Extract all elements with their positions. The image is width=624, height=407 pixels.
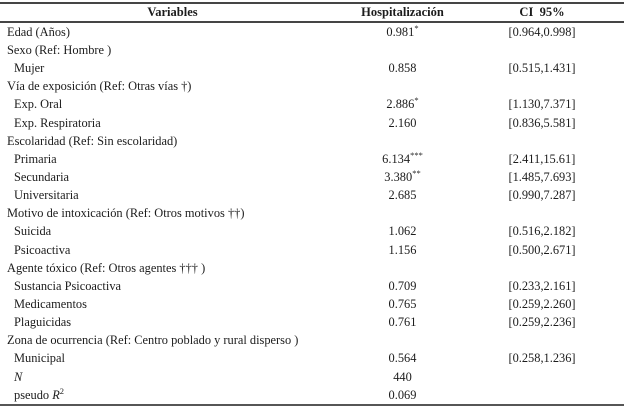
- ci-cell: [460, 385, 624, 406]
- value-cell: [345, 259, 460, 277]
- table-row: Secundaria 3.380** [1.485,7.693]: [0, 168, 624, 186]
- ci-cell: [460, 259, 624, 277]
- ci-cell: [0.259,2.260]: [508, 296, 576, 311]
- value-cell: 2.160: [388, 115, 417, 130]
- value-cell: 2.685: [388, 188, 417, 203]
- table-row: pseudo R2 0.069: [0, 385, 624, 406]
- value-cell: 0.858: [388, 61, 417, 76]
- ci-cell: [460, 77, 624, 95]
- variable-superscript: 2: [59, 385, 65, 396]
- ci-cell: [0.516,2.182]: [508, 224, 576, 239]
- value-cell: [345, 331, 460, 349]
- variable-cell: Suicida: [14, 224, 52, 239]
- variable-cell: Primaria: [14, 151, 57, 166]
- table-row: Municipal 0.564 [0.258,1.236]: [0, 350, 624, 368]
- table-row: Motivo de intoxicación (Ref: Otros motiv…: [0, 204, 624, 222]
- ci-cell: [460, 331, 624, 349]
- value-cell: 2.886*: [386, 95, 419, 112]
- value-cell: 440: [393, 369, 412, 384]
- value-cell: 0.564: [388, 351, 417, 366]
- table-row: Medicamentos 0.765 [0.259,2.260]: [0, 295, 624, 313]
- ci-cell: [460, 368, 624, 386]
- significance-stars: *: [414, 22, 419, 33]
- ci-cell: [0.836,5.581]: [508, 115, 576, 130]
- value-cell: 0.709: [388, 278, 417, 293]
- ci-cell: [460, 132, 624, 150]
- ci-cell: [0.990,7.287]: [508, 188, 576, 203]
- variable-cell: N: [0, 368, 345, 386]
- variable-cell: Secundaria: [14, 169, 70, 184]
- significance-stars: **: [412, 167, 421, 178]
- table-row: Suicida 1.062 [0.516,2.182]: [0, 223, 624, 241]
- header-row: Variables Hospitalización CI 95%: [0, 2, 624, 23]
- variable-cell: Agente tóxico (Ref: Otros agentes ††† ): [7, 260, 206, 275]
- variable-cell: Universitaria: [14, 188, 79, 203]
- variable-cell: Plaguicidas: [14, 315, 72, 330]
- ci-cell: [0.515,1.431]: [508, 61, 576, 76]
- value-cell: 0.765: [388, 296, 417, 311]
- variable-cell: Mujer: [14, 61, 45, 76]
- ci-cell: [0.258,1.236]: [508, 351, 576, 366]
- variable-cell: Edad (Años): [7, 24, 70, 39]
- table-header: Variables Hospitalización CI 95%: [0, 2, 624, 23]
- significance-stars: *: [414, 95, 419, 106]
- variable-cell: Escolaridad (Ref: Sin escolaridad): [7, 133, 178, 148]
- variable-cell: Exp. Oral: [14, 97, 63, 112]
- value-cell: 1.062: [388, 224, 417, 239]
- table-row: Psicoactiva 1.156 [0.500,2.671]: [0, 241, 624, 259]
- table-row: Vía de exposición (Ref: Otras vías †): [0, 77, 624, 95]
- table-row: Exp. Oral 2.886* [1.130,7.371]: [0, 96, 624, 114]
- column-header-ci95: CI 95%: [460, 2, 624, 23]
- value-cell: 6.134***: [382, 149, 423, 166]
- significance-stars: ***: [410, 149, 423, 160]
- value-cell: 0.069: [345, 385, 460, 406]
- variable-cell: pseudo R2: [0, 385, 345, 406]
- value-cell: [345, 77, 460, 95]
- ci-cell: [0.500,2.671]: [508, 242, 576, 257]
- value-cell: 0.981*: [386, 22, 419, 39]
- value-cell: [345, 132, 460, 150]
- variable-cell: Sustancia Psicoactiva: [14, 278, 122, 293]
- variable-cell: Sexo (Ref: Hombre ): [7, 43, 112, 57]
- table-row: Sustancia Psicoactiva 0.709 [0.233,2.161…: [0, 277, 624, 295]
- value-cell: 1.156: [388, 242, 417, 257]
- ci-cell: [0.233,2.161]: [508, 278, 576, 293]
- table-row: Sexo (Ref: Hombre ): [0, 41, 624, 59]
- value-cell: 3.380**: [384, 167, 421, 184]
- table-row: N 440: [0, 368, 624, 386]
- table-row: Mujer 0.858 [0.515,1.431]: [0, 59, 624, 77]
- table-row: Zona de ocurrencia (Ref: Centro poblado …: [0, 331, 624, 349]
- ci-cell: [1.130,7.371]: [508, 97, 576, 112]
- table-row: Exp. Respiratoria 2.160 [0.836,5.581]: [0, 114, 624, 132]
- ci-cell: [0.259,2.236]: [508, 315, 576, 330]
- table-row: Escolaridad (Ref: Sin escolaridad): [0, 132, 624, 150]
- table-row: Universitaria 2.685 [0.990,7.287]: [0, 186, 624, 204]
- variable-cell: Municipal: [14, 351, 65, 366]
- variable-cell: Medicamentos: [14, 296, 87, 311]
- value-cell: 0.761: [388, 315, 417, 330]
- table-row: Plaguicidas 0.761 [0.259,2.236]: [0, 313, 624, 331]
- ci-cell: [460, 41, 624, 59]
- variable-cell: Vía de exposición (Ref: Otras vías †): [7, 79, 192, 94]
- variable-cell: Zona de ocurrencia (Ref: Centro poblado …: [7, 333, 299, 348]
- table-row: Agente tóxico (Ref: Otros agentes ††† ): [0, 259, 624, 277]
- ci-cell: [0.964,0.998]: [508, 24, 576, 39]
- column-header-variables: Variables: [0, 2, 345, 23]
- variable-italic-part: R: [52, 387, 60, 402]
- table-row: Edad (Años) 0.981* [0.964,0.998]: [0, 22, 624, 41]
- value-cell: [345, 41, 460, 59]
- ci-cell: [2.411,15.61]: [508, 151, 576, 166]
- value-cell: [345, 204, 460, 222]
- ci-cell: [1.485,7.693]: [508, 169, 576, 184]
- table-row: Primaria 6.134*** [2.411,15.61]: [0, 150, 624, 168]
- variable-cell: Psicoactiva: [14, 242, 71, 257]
- variable-cell: Motivo de intoxicación (Ref: Otros motiv…: [7, 206, 245, 221]
- column-header-hospitalizacion: Hospitalización: [345, 2, 460, 23]
- table-body: Edad (Años) 0.981* [0.964,0.998] Sexo (R…: [0, 22, 624, 406]
- ci-cell: [460, 204, 624, 222]
- variable-italic-part: N: [14, 369, 23, 384]
- variable-cell: Exp. Respiratoria: [14, 115, 101, 130]
